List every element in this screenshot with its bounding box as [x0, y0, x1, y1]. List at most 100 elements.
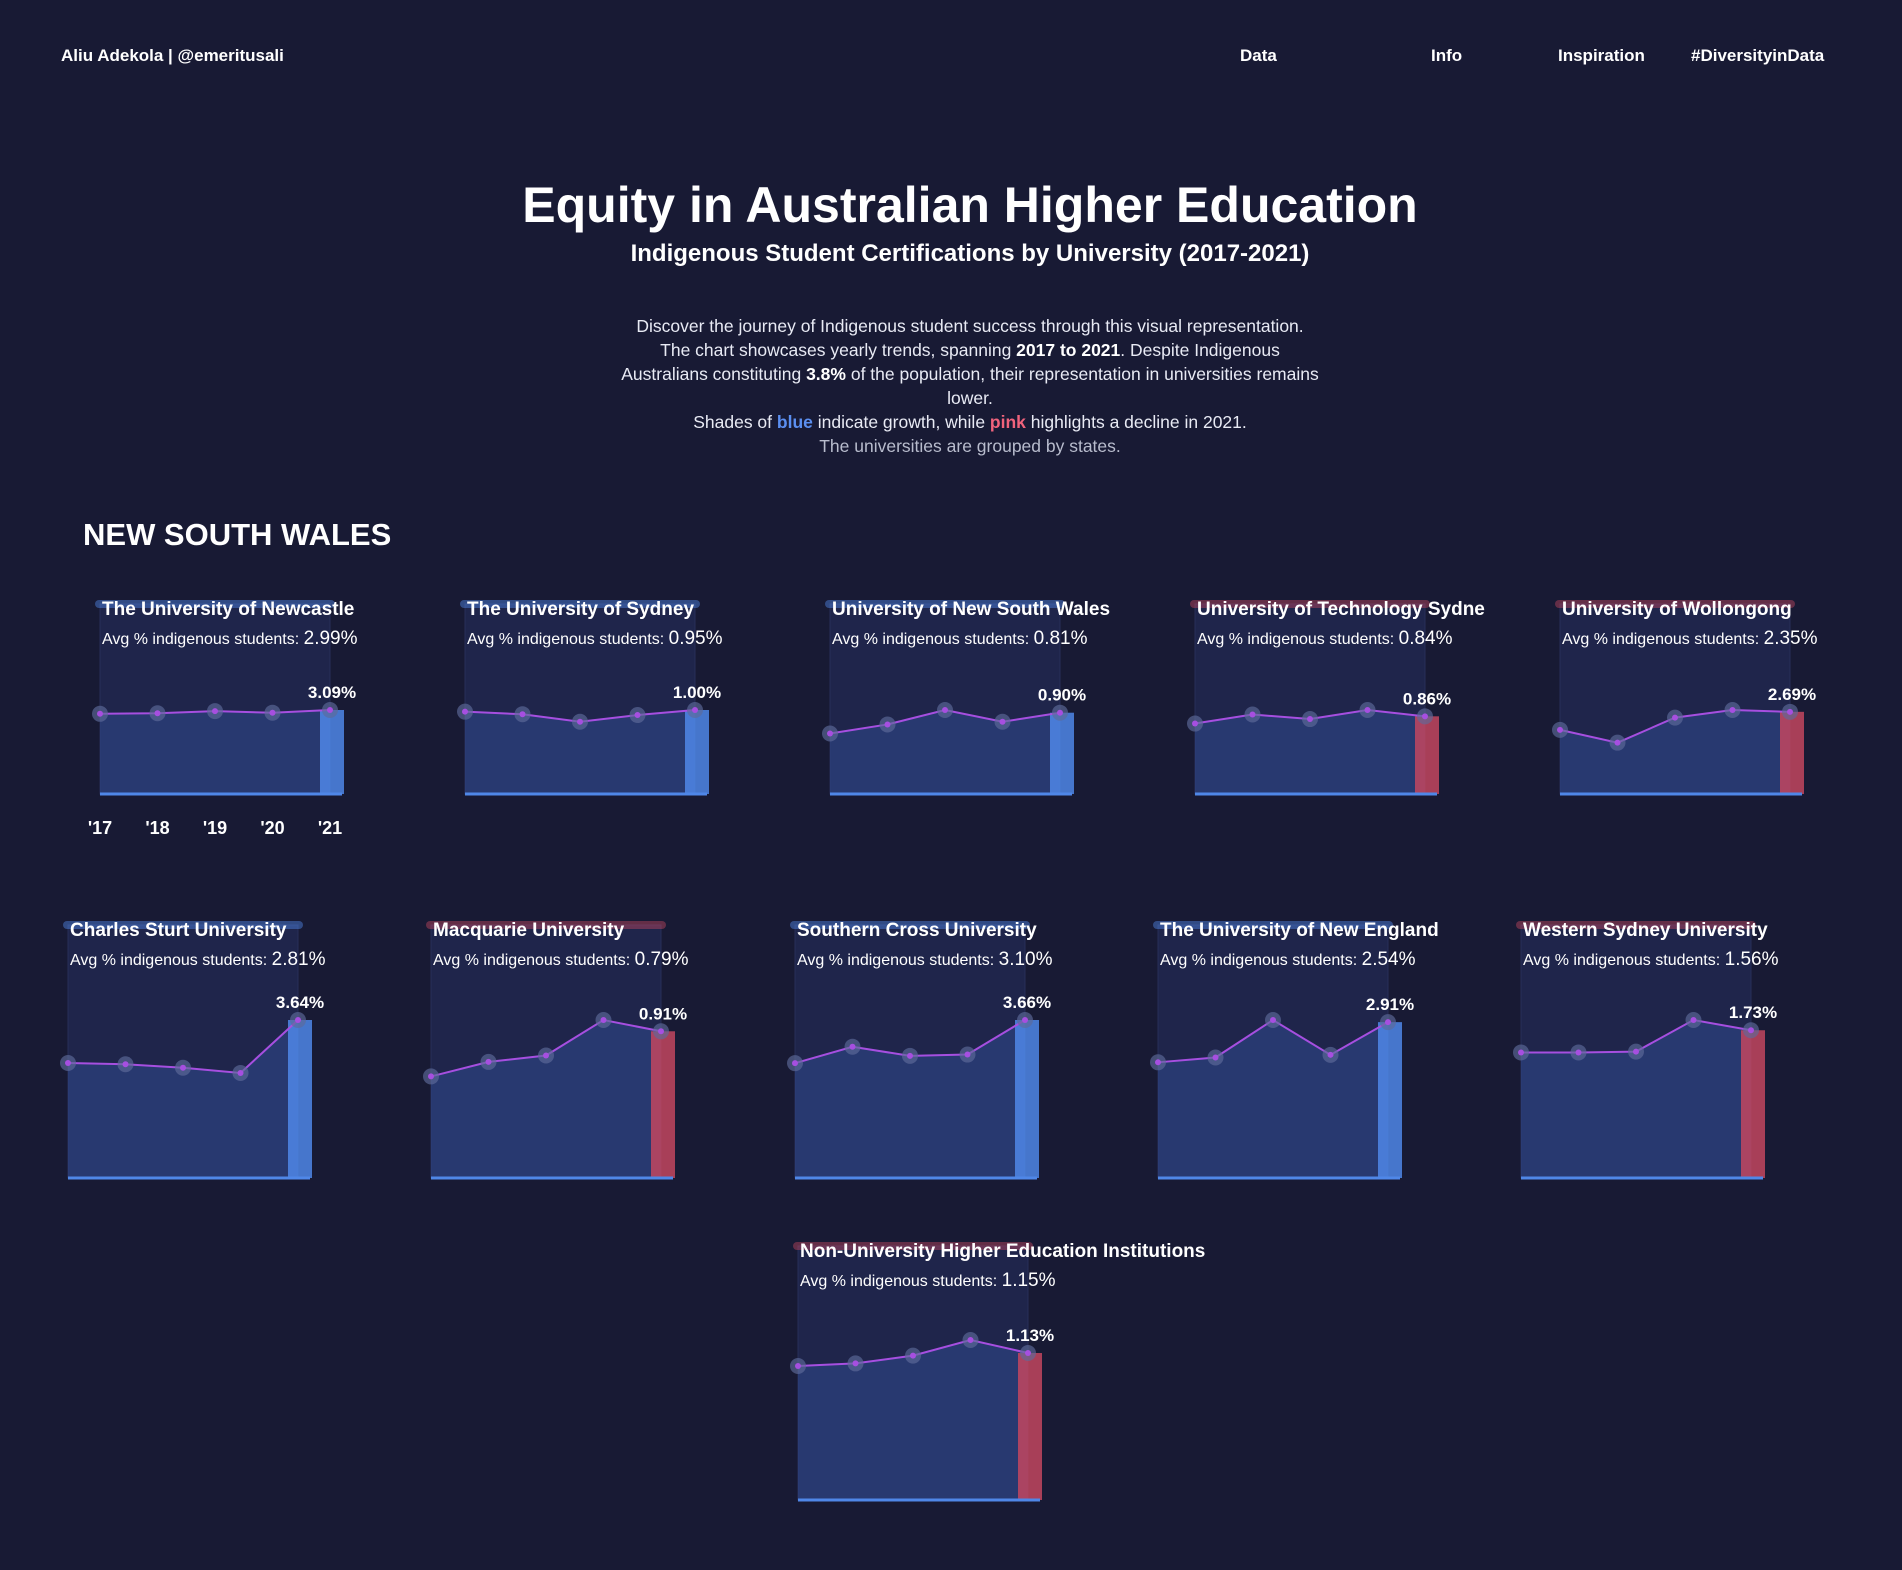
area-fill: [798, 1340, 1028, 1500]
avg-value: 2.99%: [304, 628, 358, 649]
value-label-2021: 0.90%: [1038, 686, 1086, 705]
value-label-2021: 1.73%: [1729, 1003, 1777, 1022]
panel-title: Charles Sturt University: [70, 920, 287, 941]
data-point-core: [428, 1073, 434, 1080]
description-text-6: highlights a decline in 2021.: [1025, 412, 1247, 432]
data-point-core: [485, 1058, 492, 1065]
data-point-core: [1327, 1051, 1334, 1058]
avg-value: 0.81%: [1034, 628, 1088, 649]
value-label-2021: 1.13%: [1006, 1326, 1054, 1345]
data-point-core: [600, 1017, 607, 1023]
avg-value: 1.56%: [1725, 949, 1779, 970]
data-point-core: [852, 1360, 859, 1367]
avg-label: Avg % indigenous students: 2.54%: [1160, 949, 1416, 970]
data-point-core: [792, 1060, 798, 1067]
description-text-4: Shades of: [693, 412, 777, 432]
area-fill: [1195, 710, 1425, 794]
description-pink-word: pink: [989, 412, 1026, 432]
avg-value: 2.35%: [1764, 628, 1818, 649]
avg-label: Avg % indigenous students: 1.15%: [800, 1270, 1056, 1291]
data-point-core: [884, 721, 891, 728]
data-point-core: [577, 718, 583, 725]
data-point-core: [907, 1052, 913, 1059]
data-point-core: [1633, 1048, 1639, 1055]
area-fill: [1560, 710, 1790, 794]
avg-value: 3.10%: [999, 949, 1053, 970]
data-point-core: [999, 718, 1006, 725]
data-point-core: [1690, 1017, 1697, 1023]
value-label-2021: 0.86%: [1403, 689, 1451, 708]
data-point-core: [212, 708, 218, 715]
panel-header-bar: [790, 921, 1030, 929]
area-fill: [68, 1020, 298, 1178]
data-point-core: [1748, 1027, 1754, 1034]
data-point-core: [1057, 709, 1063, 716]
panel-title: The University of New England: [1160, 920, 1439, 941]
panel-header-bar: [426, 921, 666, 929]
panel-title: University of Wollongong: [1562, 599, 1792, 620]
value-label-2021: 0.91%: [639, 1004, 687, 1023]
panel-header-bar: [460, 600, 700, 608]
data-point-core: [1557, 726, 1563, 733]
value-label-2021: 3.64%: [276, 993, 324, 1012]
data-point-core: [942, 707, 948, 713]
panel-header-bar: [793, 1242, 1033, 1250]
bar-2021: [1050, 712, 1074, 794]
x-tick-label: '18: [145, 818, 169, 838]
avg-value: 0.79%: [635, 949, 689, 970]
panel-header-bar: [95, 600, 335, 608]
panel-header-bar: [1153, 921, 1393, 929]
panel-header-bar: [1516, 921, 1756, 929]
nav-link-info[interactable]: Info: [1431, 46, 1463, 65]
nav-link-diversityindata[interactable]: #DiversityinData: [1691, 46, 1825, 65]
chart-panel: University of Technology Sydne Avg % indi…: [1187, 599, 1485, 796]
data-point-core: [122, 1061, 129, 1068]
data-point-core: [462, 708, 468, 715]
panel-title: Southern Cross University: [797, 920, 1037, 941]
description-note: The universities are grouped by states.: [819, 436, 1121, 456]
avg-label: Avg % indigenous students: 2.99%: [102, 628, 358, 649]
avg-value: 2.54%: [1362, 949, 1416, 970]
data-point-core: [1385, 1019, 1391, 1026]
nav-link-inspiration[interactable]: Inspiration: [1558, 46, 1645, 65]
data-point-core: [849, 1043, 856, 1050]
data-point-core: [1212, 1054, 1219, 1061]
bar-2021: [1015, 1020, 1039, 1178]
bar-2021: [1018, 1353, 1042, 1500]
data-point-core: [964, 1051, 971, 1058]
data-point-core: [967, 1337, 974, 1343]
data-point-core: [634, 712, 641, 719]
x-tick-label: '21: [318, 818, 342, 838]
data-point-core: [1422, 713, 1428, 720]
description-text-1: Discover the journey of Indigenous stude…: [636, 316, 1304, 360]
value-label-2021: 2.91%: [1366, 995, 1414, 1014]
panel-title: University of New South Wales: [832, 599, 1110, 620]
chart-panel: Non-University Higher Education Institut…: [790, 1241, 1205, 1502]
data-point-core: [1787, 708, 1793, 715]
data-point-core: [97, 710, 103, 717]
nav-link-data[interactable]: Data: [1240, 46, 1277, 65]
avg-value: 1.15%: [1002, 1270, 1056, 1291]
data-point-core: [269, 709, 276, 716]
data-point-core: [1022, 1017, 1028, 1023]
area-fill: [100, 710, 330, 794]
value-label-2021: 1.00%: [673, 683, 721, 702]
chart-panel: The University of New England Avg % indig…: [1150, 920, 1439, 1180]
data-point-core: [295, 1017, 301, 1023]
data-point-core: [154, 710, 161, 717]
avg-label: Avg % indigenous students: 2.35%: [1562, 628, 1818, 649]
data-point-core: [692, 707, 698, 713]
avg-label: Avg % indigenous students: 0.79%: [433, 949, 689, 970]
page-title: Equity in Australian Higher Education: [522, 177, 1418, 233]
data-point-core: [1155, 1059, 1161, 1066]
chart-panel: Southern Cross University Avg % indigenou…: [787, 920, 1053, 1180]
data-point-core: [1518, 1049, 1524, 1056]
x-tick-label: '20: [260, 818, 284, 838]
bar-2021: [1741, 1030, 1765, 1178]
panel-header-bar: [1190, 600, 1430, 608]
description-text-5: indicate growth, while: [812, 412, 990, 432]
bar-2021: [685, 710, 709, 794]
bar-2021: [1415, 716, 1439, 794]
avg-label: Avg % indigenous students: 0.95%: [467, 628, 723, 649]
